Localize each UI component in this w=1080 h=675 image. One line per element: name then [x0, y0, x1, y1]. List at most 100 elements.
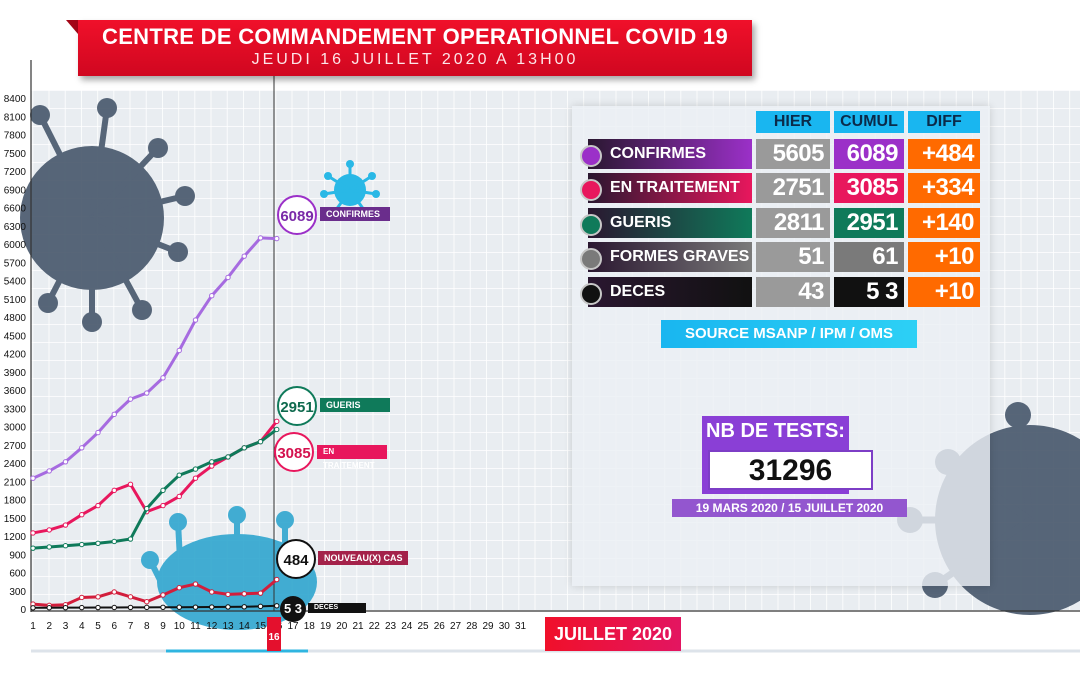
x-tick-label: 7 [128, 621, 134, 632]
series-deces-point [209, 604, 215, 610]
tests-value: 31296 [708, 450, 873, 490]
callout-nouveaux-label: NOUVEAU(X) CAS [318, 551, 408, 565]
series-deces-point [241, 604, 247, 610]
series-gueris-point [62, 543, 69, 549]
callout-deces-label: DECES [308, 603, 366, 613]
series-nouveaux-cas-point [274, 576, 280, 583]
y-tick-label: 3900 [4, 368, 27, 379]
x-tick-label: 19 [320, 621, 332, 632]
x-tick-label: 10 [174, 621, 186, 632]
series-confirmes-point [95, 429, 101, 436]
callout-nouveaux-value: 484 [276, 539, 316, 579]
y-tick-label: 900 [9, 550, 26, 561]
series-en-traitement-point [192, 475, 199, 481]
series-nouveaux-cas-point [127, 594, 134, 600]
series-confirmes-point [274, 235, 280, 242]
y-tick-label: 2100 [4, 477, 27, 488]
row-dot-icon [580, 283, 602, 305]
callout-confirmes-label: CONFIRMES [320, 207, 390, 221]
cell-diff: +484 [908, 139, 980, 169]
y-tick-label: 2700 [4, 441, 27, 452]
y-tick-label: 7800 [4, 131, 27, 142]
cell-diff: +10 [908, 242, 980, 272]
series-nouveaux-cas-point [209, 589, 215, 595]
x-tick-label: 27 [450, 621, 462, 632]
column-header-hier: HIER [756, 111, 830, 133]
x-tick-label: 18 [304, 621, 316, 632]
row-label-text: DECES [610, 283, 666, 300]
cell-hier: 2811 [756, 208, 830, 238]
row-dot-icon [580, 214, 602, 236]
series-gueris-point [192, 466, 199, 472]
y-tick-label: 1200 [4, 532, 27, 543]
series-deces-point [160, 604, 166, 610]
series-nouveaux-cas-point [111, 589, 117, 595]
row-label: FORMES GRAVES [580, 242, 752, 272]
x-tick-label: 6 [111, 621, 117, 632]
y-tick-label: 300 [9, 587, 26, 598]
series-deces-point [30, 605, 36, 611]
series-deces-point [127, 604, 134, 611]
series-nouveaux-cas-point [95, 594, 101, 600]
x-tick-label: 29 [482, 621, 494, 632]
callout-gueris-value: 2951 [277, 386, 317, 426]
series-confirmes-point [30, 475, 36, 481]
series-nouveaux-cas-point [176, 585, 182, 591]
callout-confirmes-value: 6089 [277, 195, 317, 235]
y-tick-label: 3300 [4, 404, 27, 415]
series-confirmes-point [127, 396, 134, 402]
y-tick-label: 5400 [4, 277, 27, 288]
cell-cumul: 3085 [834, 173, 904, 203]
x-tick-label: 12 [206, 621, 218, 632]
row-label: DECES [580, 277, 752, 307]
series-confirmes-point [225, 274, 231, 281]
series-gueris-point [111, 538, 117, 545]
series-deces-point [225, 604, 231, 610]
cell-hier: 2751 [756, 173, 830, 203]
x-tick-label: 9 [160, 621, 166, 632]
y-tick-label: 0 [20, 605, 26, 616]
page-subtitle: JEUDI 16 JUILLET 2020 A 13H00 [251, 51, 579, 68]
header-banner: CENTRE DE COMMANDEMENT OPERATIONNEL COVI… [78, 20, 752, 76]
y-tick-label: 3000 [4, 423, 27, 434]
y-tick-label: 1500 [4, 514, 27, 525]
series-nouveaux-cas-point [257, 590, 264, 596]
series-deces-point [95, 604, 101, 611]
x-tick-label: 21 [352, 621, 364, 632]
cell-diff: +10 [908, 277, 980, 307]
cell-cumul: 2951 [834, 208, 904, 238]
y-tick-label: 1800 [4, 496, 27, 507]
cell-hier: 5605 [756, 139, 830, 169]
series-deces-point [79, 604, 85, 611]
series-nouveaux-cas-point [79, 594, 85, 601]
row-label-text: FORMES GRAVES [610, 248, 750, 265]
row-label: EN TRAITEMENT [580, 173, 752, 203]
page-title: CENTRE DE COMMANDEMENT OPERATIONNEL COVI… [102, 24, 728, 49]
cell-cumul: 61 [834, 242, 904, 272]
series-gueris-point [176, 472, 182, 478]
series-en-traitement-point [79, 512, 85, 518]
series-deces-point [111, 604, 117, 611]
x-tick-label: 30 [499, 621, 511, 632]
series-en-traitement-point [160, 502, 166, 509]
x-tick-label: 4 [79, 621, 85, 632]
y-tick-label: 4800 [4, 313, 27, 324]
series-gueris-point [241, 445, 247, 451]
cell-cumul: 5 3 [834, 277, 904, 307]
cell-hier: 43 [756, 277, 830, 307]
series-en-traitement-point [127, 481, 134, 487]
series-en-traitement-point [95, 502, 101, 509]
series-confirmes-point [144, 390, 150, 396]
row-dot-icon [580, 145, 602, 167]
series-confirmes-line [32, 236, 277, 480]
series-nouveaux-cas-point [192, 581, 199, 587]
series-gueris-point [144, 505, 150, 512]
series-gueris-point [257, 439, 264, 445]
column-header-cumul: CUMUL [834, 111, 904, 133]
virus-decoration-top-left [20, 98, 195, 332]
callout-traitement-label: EN TRAITEMENT [317, 445, 387, 470]
callout-traitement-value: 3085 [274, 432, 314, 472]
x-tick-label: 13 [222, 621, 234, 632]
x-tick-label: 17 [287, 621, 299, 632]
row-dot-icon [580, 179, 602, 201]
